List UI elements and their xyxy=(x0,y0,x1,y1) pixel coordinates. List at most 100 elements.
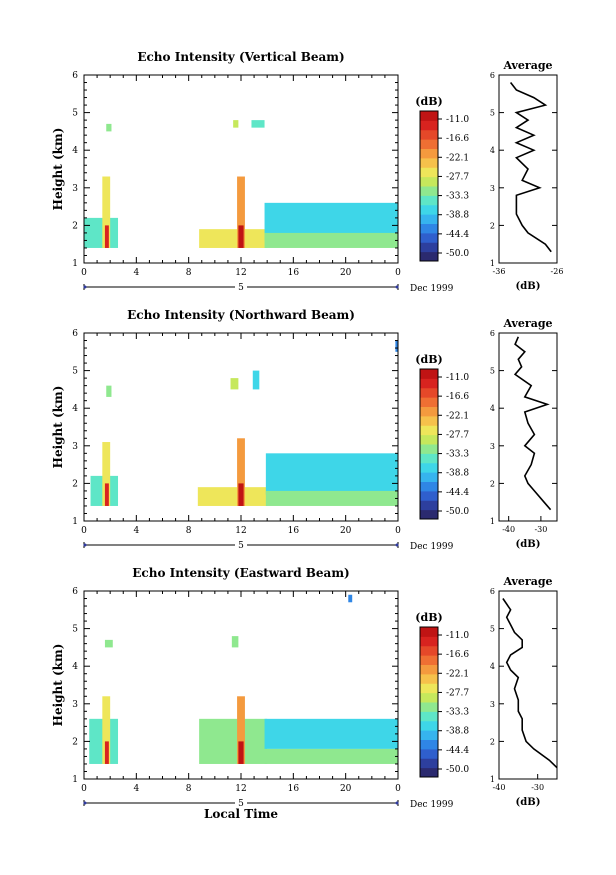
y-tick-label: 2 xyxy=(72,479,78,489)
echo-cell xyxy=(265,490,398,506)
avg-y-tick-label: 1 xyxy=(490,775,495,784)
colorbar-tick-label: -38.8 xyxy=(446,727,469,737)
colorbar-step xyxy=(420,148,438,159)
colorbar-tick-label: -11.0 xyxy=(446,631,469,641)
y-tick-label: 1 xyxy=(72,775,78,785)
avg-x-tick-label: -26 xyxy=(551,267,564,276)
avg-y-tick-label: 2 xyxy=(490,737,495,746)
y-axis-label: Height (km) xyxy=(51,128,65,211)
day-marker xyxy=(395,285,399,289)
x-tick-label: 12 xyxy=(235,268,246,278)
colorbar-step xyxy=(420,129,438,140)
colorbar-tick-label: -50.0 xyxy=(446,507,469,517)
colorbar-step xyxy=(420,509,438,520)
colorbar-step xyxy=(420,415,438,426)
colorbar-step xyxy=(420,472,438,482)
day-label-bg xyxy=(235,281,247,291)
y-tick-label: 5 xyxy=(72,109,78,119)
average-frame xyxy=(498,590,558,780)
x-tick-label: 16 xyxy=(288,526,300,536)
echo-cell xyxy=(264,718,398,749)
colorbar-tick-label: -27.7 xyxy=(446,172,469,182)
colorbar-step xyxy=(420,251,438,262)
echo-cell xyxy=(230,378,239,390)
colorbar-step xyxy=(420,369,438,379)
avg-y-tick-label: 4 xyxy=(490,662,495,671)
avg-y-tick-label: 3 xyxy=(490,184,495,193)
average-title: Average xyxy=(502,317,552,330)
avg-x-axis-label: (dB) xyxy=(516,797,541,808)
x-tick-label: 8 xyxy=(186,526,192,536)
echo-cell xyxy=(106,123,112,132)
colorbar-step xyxy=(420,730,438,740)
day-label: 5 xyxy=(238,283,244,293)
colorbar-step xyxy=(420,120,438,131)
colorbar-tick-label: -38.8 xyxy=(446,469,469,479)
echo-cell xyxy=(104,483,109,506)
x-tick-label: 0 xyxy=(81,526,87,536)
echo-cell xyxy=(104,741,109,764)
colorbar-step xyxy=(420,673,438,684)
x-axis-label: Local Time xyxy=(204,807,278,821)
colorbar-tick-label: -50.0 xyxy=(446,249,469,259)
y-tick-label: 2 xyxy=(72,737,78,747)
x-tick-label: 12 xyxy=(235,784,246,794)
day-label-bg xyxy=(235,797,247,807)
colorbar-tick-label: -22.1 xyxy=(446,153,469,163)
colorbar-step xyxy=(420,739,438,750)
avg-y-tick-label: 4 xyxy=(490,404,495,413)
colorbar-step xyxy=(420,444,438,454)
colorbar-step xyxy=(420,655,438,665)
colorbar-frame xyxy=(419,110,439,262)
colorbar-step xyxy=(420,167,438,178)
colorbar-step xyxy=(420,748,438,759)
colorbar-tick-label: -16.6 xyxy=(446,134,469,144)
colorbar-step xyxy=(420,683,438,694)
avg-y-tick-label: 4 xyxy=(490,146,495,155)
echo-cell xyxy=(104,225,109,248)
avg-y-tick-label: 6 xyxy=(490,71,495,80)
date-label: Dec 1999 xyxy=(410,800,454,810)
echo-cell xyxy=(395,340,398,352)
avg-x-tick-label: -40 xyxy=(502,525,515,534)
avg-x-tick-label: -40 xyxy=(493,783,506,792)
avg-y-tick-label: 5 xyxy=(490,367,495,376)
avg-x-axis-label: (dB) xyxy=(516,539,541,550)
colorbar-step xyxy=(420,176,438,187)
colorbar-step xyxy=(420,223,438,234)
y-tick-label: 6 xyxy=(72,71,78,81)
colorbar-step xyxy=(420,636,438,647)
echo-cell xyxy=(231,636,239,648)
x-tick-label: 0 xyxy=(395,268,401,278)
y-tick-label: 4 xyxy=(72,404,78,414)
colorbar-step xyxy=(420,645,438,656)
x-tick-label: 8 xyxy=(186,784,192,794)
day-label: 5 xyxy=(238,541,244,551)
colorbar-step xyxy=(420,204,438,215)
y-tick-label: 4 xyxy=(72,146,78,156)
echo-cell xyxy=(238,741,244,764)
y-tick-label: 2 xyxy=(72,221,78,231)
colorbar-frame xyxy=(419,368,439,520)
colorbar-tick-label: -44.4 xyxy=(446,746,469,756)
day-label: 5 xyxy=(238,799,244,809)
colorbar-unit: (dB) xyxy=(415,353,442,366)
colorbar-step xyxy=(420,767,438,778)
avg-y-tick-label: 3 xyxy=(490,700,495,709)
echo-cell xyxy=(237,696,245,764)
colorbar-tick-label: -22.1 xyxy=(446,411,469,421)
day-marker xyxy=(83,285,87,289)
x-tick-label: 20 xyxy=(340,526,352,536)
colorbar-step xyxy=(420,157,438,168)
echo-cell xyxy=(233,120,239,128)
colorbar-step xyxy=(420,195,438,206)
y-tick-label: 1 xyxy=(72,259,78,269)
average-frame xyxy=(498,332,558,522)
echo-cell xyxy=(104,639,113,648)
echo-cell xyxy=(102,696,111,764)
colorbar-tick-label: -11.0 xyxy=(446,115,469,125)
y-tick-label: 4 xyxy=(72,662,78,672)
x-tick-label: 20 xyxy=(340,784,352,794)
echo-cell xyxy=(102,442,111,506)
avg-x-tick-label: -30 xyxy=(534,525,547,534)
